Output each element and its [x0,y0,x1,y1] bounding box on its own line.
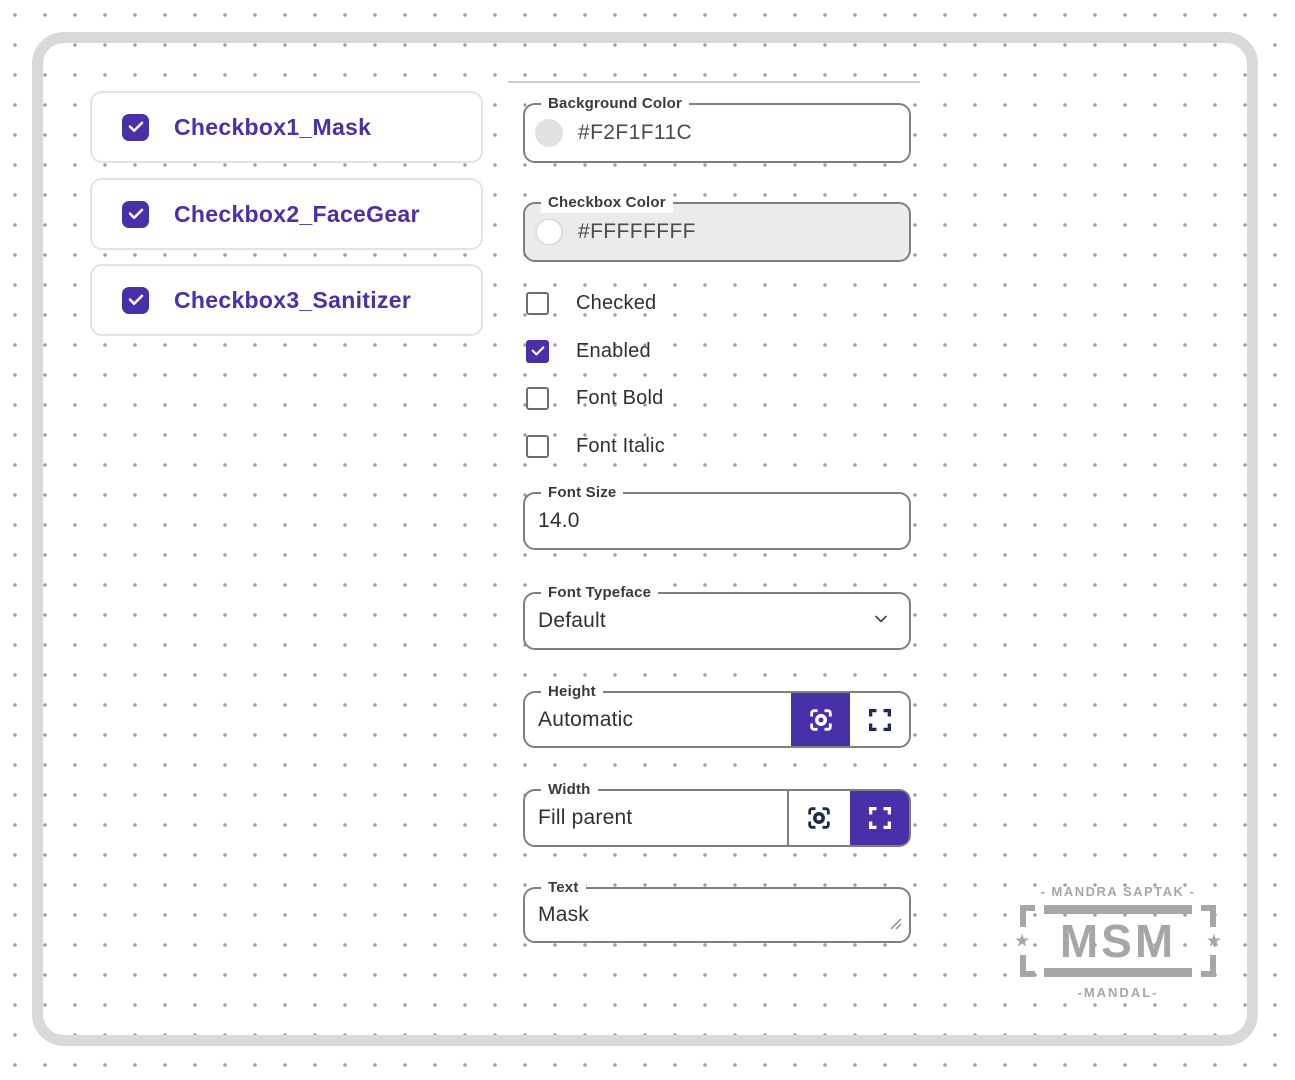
checkbox-checked-icon[interactable] [122,113,149,141]
center-focus-icon-corner [809,708,817,716]
fullscreen-icon-corner [868,807,876,815]
component-card-checkbox1[interactable]: Checkbox1_Mask [90,91,483,163]
toggle-enabled[interactable]: Enabled [526,339,651,363]
width-fill-parent-button[interactable] [850,791,909,845]
watermark-top-bar [1044,905,1192,914]
panel-divider [508,81,920,83]
text-input[interactable]: Mask [538,903,589,926]
font-size-label: Font Size [541,483,624,503]
toggle-checked[interactable]: Checked [526,291,656,315]
width-automatic-button[interactable] [787,791,848,845]
font-size-field[interactable]: Font Size 14.0 [523,483,911,550]
text-field[interactable]: Text Mask [523,878,911,943]
star-icon: ★ [1014,930,1031,951]
toggle-label: Font Italic [576,434,665,457]
font-typeface-field[interactable]: Font Typeface Default [523,583,911,650]
checkbox-checked-icon[interactable] [122,286,149,314]
toggle-font-italic[interactable]: Font Italic [526,434,665,458]
fullscreen-icon-corner [868,708,876,716]
star-icon: ★ [1205,930,1222,951]
msm-watermark: - MANDRA SAPTAK - ★ MSM ★ -MANDAL- [1014,884,1222,1000]
checkbox-color-value: #FFFFFFFF [578,220,696,243]
checkbox-checked-icon[interactable] [526,339,549,363]
component-label: Checkbox3_Sanitizer [174,286,412,313]
component-card-checkbox2[interactable]: Checkbox2_FaceGear [90,178,483,250]
watermark-left-bracket [1020,905,1035,977]
center-focus-icon-corner [807,807,815,815]
watermark-right-bracket [1201,905,1216,977]
height-value[interactable]: Automatic [538,707,634,731]
watermark-bottom-bar [1044,968,1192,977]
width-value[interactable]: Fill parent [538,806,633,829]
chevron-down-icon[interactable] [871,609,891,634]
color-swatch[interactable] [535,119,563,147]
toggle-label: Checked [576,291,657,314]
width-field[interactable]: Width Fill parent [523,780,911,847]
component-card-checkbox3[interactable]: Checkbox3_Sanitizer [90,264,483,336]
checkbox-color-field[interactable]: Checkbox Color #FFFFFFFF [523,193,911,262]
background-color-value: #F2F1F11C [578,121,693,144]
checkbox-unchecked-icon[interactable] [526,386,549,410]
text-label: Text [541,878,586,898]
height-fill-parent-button[interactable] [850,693,909,746]
height-label: Height [541,682,603,702]
width-label: Width [541,780,598,800]
font-typeface-label: Font Typeface [541,583,659,603]
watermark-top-text: - MANDRA SAPTAK - [1040,884,1196,899]
checkbox-unchecked-icon[interactable] [526,434,549,458]
resize-handle-icon[interactable] [888,916,902,935]
toggle-label: Font Bold [576,386,664,409]
watermark-initials: MSM [1059,915,1177,967]
font-size-input[interactable]: 14.0 [538,509,580,532]
component-label: Checkbox1_Mask [174,113,372,140]
checkbox-unchecked-icon[interactable] [526,291,549,315]
toggle-label: Enabled [576,339,651,362]
height-automatic-button[interactable] [791,693,850,746]
font-typeface-select[interactable]: Default [538,609,606,632]
component-label: Checkbox2_FaceGear [174,200,420,227]
background-color-field[interactable]: Background Color #F2F1F11C [523,94,911,163]
canvas-frame [32,32,1258,1046]
toggle-font-bold[interactable]: Font Bold [526,386,663,410]
watermark-bottom-text: -MANDAL- [1077,985,1159,1000]
checkbox-checked-icon[interactable] [122,200,149,228]
background-color-label: Background Color [541,94,690,114]
color-swatch[interactable] [535,218,563,246]
height-field[interactable]: Height Automatic [523,682,911,748]
checkbox-color-label: Checkbox Color [541,193,673,213]
